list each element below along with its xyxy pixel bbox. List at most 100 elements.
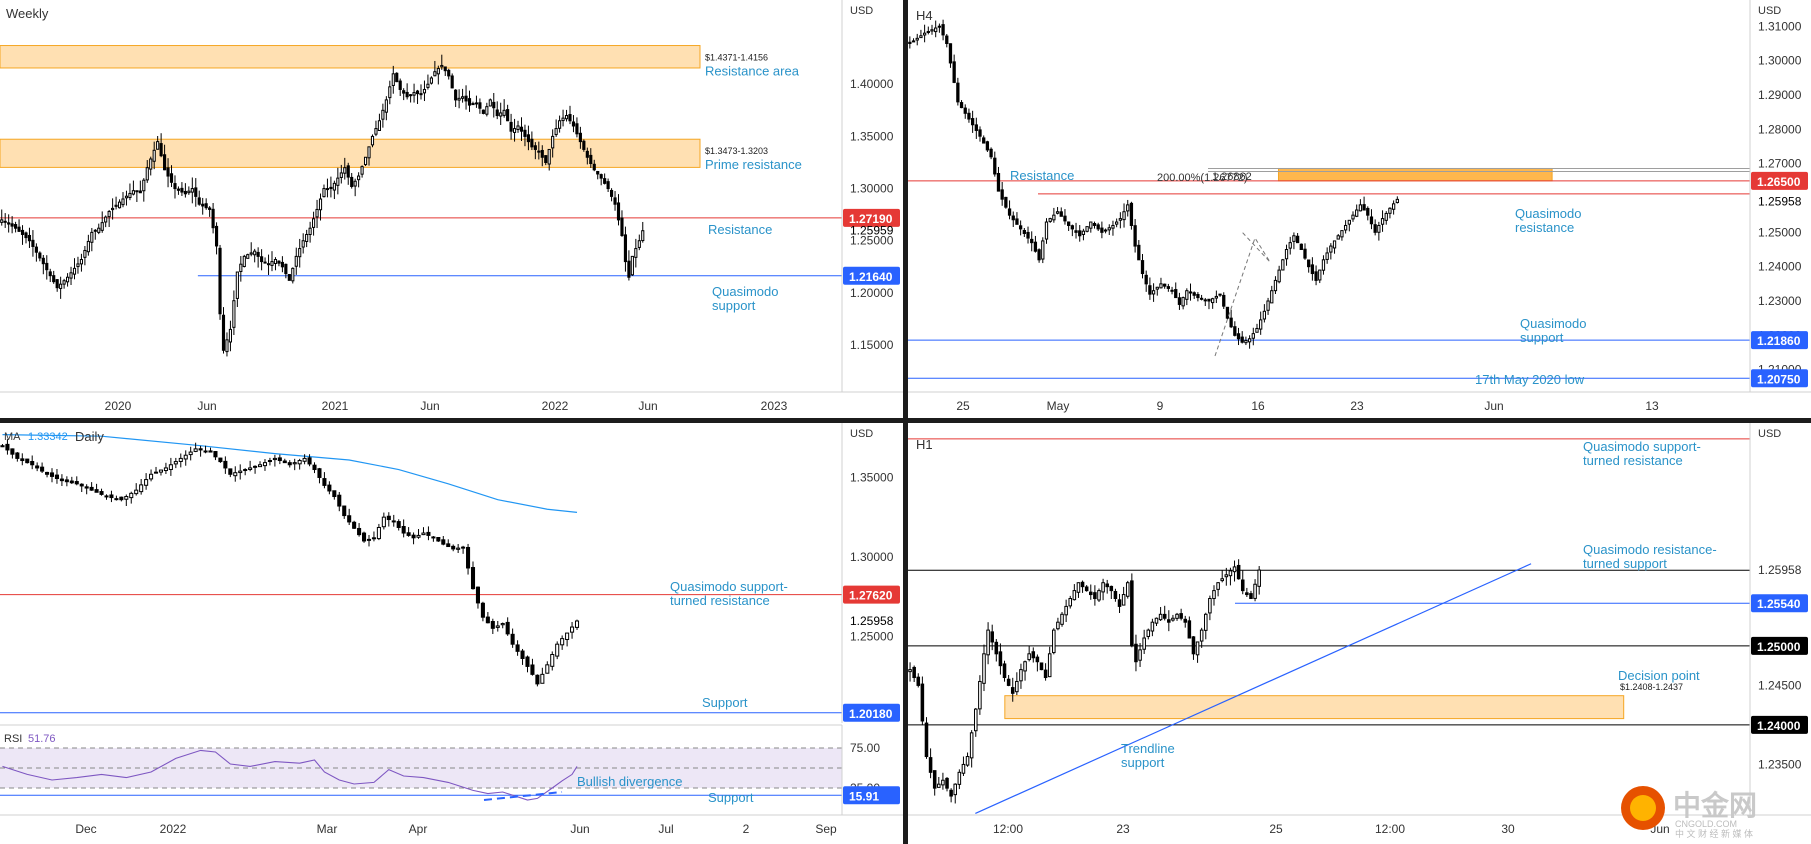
candle [416, 534, 421, 538]
candle [480, 602, 485, 618]
candle [641, 230, 645, 242]
candle [474, 102, 479, 105]
candle [307, 457, 312, 465]
candle [166, 167, 170, 177]
candle [1007, 208, 1012, 216]
candle [347, 515, 352, 523]
candle [208, 450, 213, 453]
candle [610, 189, 614, 197]
y-tick-label: 1.25000 [1758, 225, 1802, 239]
candle [592, 163, 596, 171]
candle [630, 255, 634, 276]
candle [1155, 286, 1159, 290]
candle [287, 462, 292, 466]
candle [937, 783, 941, 788]
price-tag-label: 1.21640 [849, 270, 893, 284]
candle [985, 141, 990, 151]
candle [337, 494, 342, 507]
candle [322, 188, 326, 198]
candle [965, 756, 970, 766]
candle [211, 208, 215, 229]
candle [928, 757, 933, 773]
candle [509, 121, 513, 132]
candle [464, 95, 468, 102]
candle [1228, 570, 1233, 577]
candle [188, 451, 193, 456]
rsi-band [0, 748, 842, 788]
quasimodo-resistance-caption-line: turned resistance [670, 593, 770, 608]
zone-caption: Prime resistance [705, 157, 802, 172]
candle [339, 172, 343, 178]
candle [506, 109, 510, 122]
candle [1208, 598, 1212, 614]
candle [421, 532, 426, 536]
candle [550, 654, 555, 667]
candle [1146, 629, 1151, 637]
candle [1144, 274, 1148, 285]
x-tick-label: 23 [1350, 399, 1364, 413]
candle [97, 227, 101, 233]
candle [908, 41, 912, 44]
candle [558, 120, 562, 129]
zone-range-label: $1.2408-1.2437 [1620, 682, 1683, 692]
candle [218, 457, 223, 463]
candle [1233, 326, 1237, 336]
y-tick-label: 1.29000 [1758, 88, 1802, 102]
candle [233, 472, 238, 477]
candle [1192, 292, 1196, 296]
price-tag-label: 1.25540 [1757, 597, 1801, 611]
candle [1085, 226, 1089, 232]
x-tick-label: Jun [197, 399, 216, 413]
candle [1369, 216, 1374, 225]
h1-chart-panel[interactable]: Quasimodo support-turned resistanceQuasi… [908, 423, 1811, 836]
ma-label: MA [4, 431, 21, 443]
candle [986, 629, 990, 656]
x-tick-label: 2021 [322, 399, 349, 413]
quasimodo-resistance-caption: Quasimodo resistance [1515, 206, 1581, 235]
candle [941, 24, 945, 36]
candle [149, 473, 154, 480]
candle [1277, 269, 1281, 283]
x-tick-label: 16 [1251, 399, 1265, 413]
price-tag [1751, 594, 1808, 613]
candle [1150, 621, 1155, 632]
h4-chart-panel[interactable]: 200.00%(1.26772)1.26862 Resistance Quasimo… [908, 0, 1811, 413]
candle [1056, 621, 1060, 630]
candle [1010, 687, 1015, 694]
price-tag-label: 1.24000 [1757, 719, 1801, 733]
x-tick-label: 12:00 [1375, 822, 1405, 836]
candle [381, 109, 385, 120]
quasimodo-resistance-caption: Quasimodo support-turned resistance [1583, 439, 1701, 468]
candle [1351, 214, 1355, 220]
candle [443, 66, 447, 72]
candle [582, 140, 586, 150]
candle [297, 460, 302, 465]
candle [214, 225, 219, 247]
candle [1078, 230, 1082, 237]
candle [336, 177, 340, 186]
candle [1366, 207, 1370, 216]
candle [27, 234, 32, 242]
candle [145, 167, 149, 181]
candle [505, 621, 510, 635]
candle [363, 156, 368, 166]
candle [1015, 680, 1019, 693]
price-tag [843, 208, 900, 227]
candle [228, 468, 233, 475]
candle [1303, 248, 1307, 259]
candle [967, 112, 971, 120]
candle [291, 267, 295, 282]
candle [20, 229, 25, 235]
candle [959, 102, 964, 109]
candle [500, 623, 505, 626]
y-tick-label: 1.28000 [1758, 122, 1802, 136]
decision-zone [1004, 695, 1625, 720]
candle [1109, 585, 1114, 592]
x-tick-label: May [1047, 399, 1070, 413]
daily-chart-panel[interactable]: Quasimodo support-turned resistance Suppo… [0, 423, 903, 836]
x-tick-label: Apr [409, 822, 428, 836]
candle [1142, 637, 1146, 650]
candle [963, 107, 967, 114]
